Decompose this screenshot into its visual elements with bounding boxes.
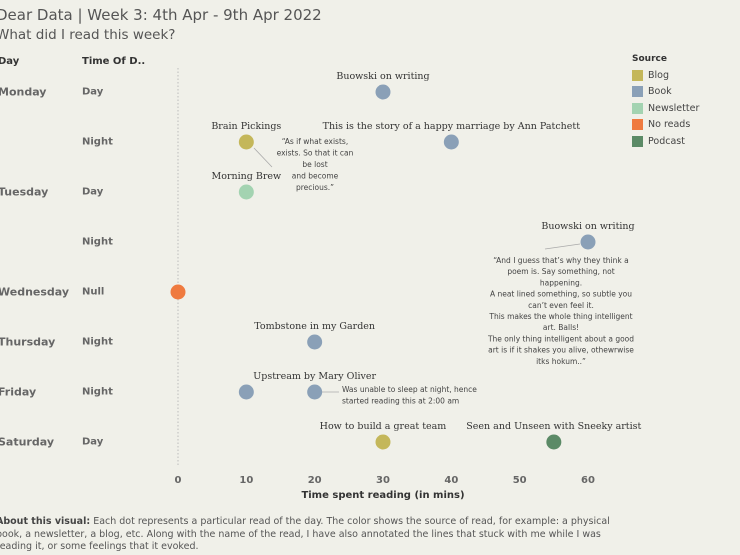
legend-label: Newsletter (648, 102, 700, 114)
day-label: Monday (0, 85, 47, 99)
annotation-line: can’t even feel it. (528, 301, 594, 310)
annotation-leader (253, 147, 273, 168)
annotation-line: A neat lined something, so subtle you (490, 290, 632, 299)
chart-title: Dear Data | Week 3: 4th Apr - 9th Apr 20… (0, 6, 322, 24)
point-label: Seen and Unseen with Sneeky artist (466, 421, 641, 432)
time-of-day-label: Night (82, 336, 113, 348)
point-label: Upstream by Mary Oliver (253, 371, 376, 382)
annotation-line: precious.” (296, 183, 334, 192)
legend-swatch (632, 102, 643, 114)
about-label: About this visual: (0, 516, 91, 527)
legend: Source Blog Book Newsletter No reads Podcast (632, 54, 699, 150)
x-tick-label: 40 (444, 475, 458, 486)
annotation-line: art. Balls! (543, 323, 579, 332)
annotation-line: The only thing intelligent about a good (487, 334, 634, 343)
data-point-book (375, 84, 391, 100)
point-label: Brain Pickings (211, 121, 281, 132)
time-of-day-label: Day (82, 436, 104, 448)
x-tick-label: 10 (239, 475, 253, 486)
legend-item[interactable]: No reads (632, 117, 699, 134)
time-of-day-label: Night (82, 386, 113, 398)
legend-label: Book (648, 86, 672, 98)
legend-swatch (632, 135, 643, 147)
legend-item[interactable]: Blog (632, 67, 699, 84)
data-point-book (307, 384, 323, 400)
legend-title: Source (632, 54, 667, 64)
day-label: Friday (0, 385, 37, 399)
point-label: Buowski on writing (336, 71, 429, 82)
annotation-leader (544, 243, 581, 250)
annotation-line: “As if what exists, (282, 137, 348, 146)
annotation-line: and become (292, 172, 339, 181)
data-point-book (238, 384, 254, 400)
day-label: Thursday (0, 335, 56, 349)
data-point-no-reads (170, 284, 186, 300)
x-tick-label: 20 (308, 475, 322, 486)
time-of-day-label: Day (82, 86, 104, 98)
annotation-line: art is if it shakes you alive, othewrwis… (488, 346, 634, 355)
annotation-line: started reading this at 2:00 am (342, 397, 459, 406)
legend-label: No reads (648, 119, 691, 131)
legend-swatch (632, 69, 643, 81)
day-column-header[interactable]: Day (0, 56, 20, 67)
data-point-book (580, 234, 596, 250)
day-label: Wednesday (0, 285, 70, 299)
legend-item[interactable]: Podcast (632, 133, 699, 150)
point-label: Tombstone in my Garden (254, 321, 375, 332)
x-axis-title: Time spent reading (in mins) (301, 490, 465, 501)
point-label: Buowski on writing (541, 221, 634, 232)
data-point-book (443, 134, 459, 150)
annotation-line: happening. (540, 278, 582, 287)
annotation-line: itks hokum..” (536, 357, 586, 366)
data-point-blog (375, 434, 391, 450)
x-tick-label: 30 (376, 475, 390, 486)
time-column-header[interactable]: Time Of D.. (82, 56, 146, 67)
legend-label: Podcast (648, 135, 685, 147)
point-label: This is the story of a happy marriage by… (323, 121, 581, 132)
annotation-line: exists. So that it can (277, 149, 354, 158)
x-tick-label: 0 (175, 475, 182, 486)
about-note: About this visual: Each dot represents a… (0, 516, 636, 554)
day-label: Tuesday (0, 185, 49, 199)
point-label: How to build a great team (320, 421, 447, 432)
legend-item[interactable]: Newsletter (632, 100, 699, 117)
point-label: Morning Brew (212, 171, 282, 182)
data-point-newsletter (238, 184, 254, 200)
annotation-line: Was unable to sleep at night, hence (342, 385, 477, 394)
time-of-day-label: Day (82, 186, 104, 198)
data-point-blog (238, 134, 254, 150)
time-of-day-label: Night (82, 136, 113, 148)
legend-item[interactable]: Book (632, 84, 699, 101)
annotation-line: This makes the whole thing intelligent (488, 312, 632, 321)
data-point-podcast (546, 434, 562, 450)
legend-swatch (632, 86, 643, 98)
time-of-day-label: Night (82, 236, 113, 248)
chart-subtitle: What did I read this week? (0, 27, 176, 43)
day-label: Saturday (0, 435, 54, 449)
about-text: Each dot represents a particular read of… (0, 516, 610, 552)
time-of-day-label: Null (82, 286, 105, 298)
annotation-line: poem is. Say something, not (507, 267, 614, 276)
legend-swatch (632, 119, 643, 131)
data-point-book (307, 334, 323, 350)
legend-label: Blog (648, 69, 669, 81)
annotation-line: “And I guess that’s why they think a (493, 256, 628, 265)
x-tick-label: 60 (581, 475, 595, 486)
x-tick-label: 50 (513, 475, 527, 486)
annotation-line: be lost (302, 160, 327, 169)
